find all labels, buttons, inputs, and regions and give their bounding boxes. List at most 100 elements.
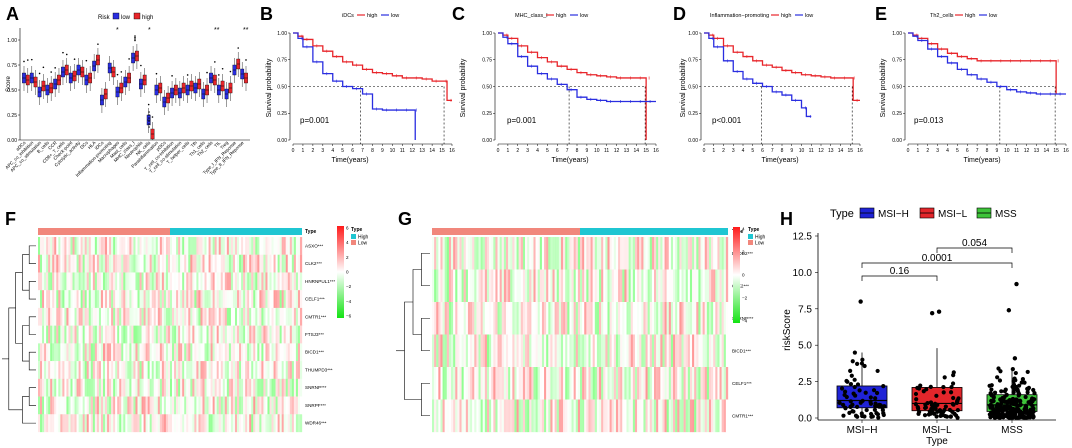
- heat-cell: [196, 254, 199, 273]
- heat-cell: [145, 290, 148, 309]
- heat-cell: [457, 334, 460, 368]
- heat-cell: [123, 396, 126, 415]
- heat-cell: [698, 399, 701, 433]
- heat-cell: [94, 378, 98, 397]
- outlier: [134, 39, 136, 42]
- heat-cell: [685, 269, 688, 303]
- km-legend-high: high: [367, 13, 377, 19]
- heat-cell: [151, 290, 154, 309]
- comparison-pvalue: 0.054: [962, 238, 987, 249]
- heat-cell: [624, 334, 627, 368]
- heat-cell: [271, 378, 274, 397]
- heat-cell: [265, 325, 268, 344]
- heat-cell: [550, 302, 553, 335]
- heat-cell: [123, 325, 126, 344]
- heat-cell: [658, 334, 661, 368]
- km-x-tick-label: 5: [546, 148, 549, 154]
- heat-cell: [115, 396, 118, 415]
- heat-cell: [470, 334, 473, 368]
- data-point: [1012, 402, 1017, 407]
- heat-cell: [234, 272, 238, 291]
- heat-cell: [432, 302, 435, 335]
- heat-cell: [194, 396, 197, 415]
- heat-cell: [84, 237, 87, 255]
- gene-label: THUMPD3***: [305, 367, 333, 372]
- km-x-tick-label: 8: [781, 148, 784, 154]
- heat-cell: [287, 325, 290, 344]
- heat-cell: [90, 343, 93, 362]
- heat-cell: [165, 378, 169, 397]
- heat-cell: [255, 361, 258, 379]
- heat-cell: [214, 307, 217, 326]
- heat-cell: [512, 334, 515, 368]
- heat-cell: [44, 343, 47, 362]
- heat-cell: [706, 367, 710, 400]
- heat-cell: [230, 343, 234, 362]
- heat-cell: [212, 254, 215, 273]
- km-x-tick-label: 1: [506, 148, 509, 154]
- heat-cell: [109, 343, 112, 362]
- heat-cell: [255, 254, 258, 273]
- heat-cell: [48, 414, 51, 433]
- heat-cell: [448, 334, 452, 368]
- heat-cell: [44, 325, 47, 344]
- heat-cell: [269, 307, 272, 326]
- heat-cell: [200, 237, 203, 255]
- heat-cell: [649, 302, 653, 335]
- heat-cell: [670, 399, 674, 433]
- km-legend-low: low: [580, 13, 588, 19]
- heat-cell: [503, 269, 507, 303]
- heat-cell: [704, 237, 708, 270]
- heat-cell: [159, 325, 163, 344]
- heat-cell: [291, 414, 295, 433]
- outlier: [30, 58, 33, 61]
- heat-cell: [82, 290, 85, 309]
- heat-cell: [151, 307, 154, 326]
- heat-cell: [285, 307, 288, 326]
- heat-cell: [133, 361, 136, 379]
- heat-cell: [186, 414, 189, 433]
- heat-cell: [125, 325, 128, 344]
- heat-cell: [245, 325, 248, 344]
- heat-cell: [541, 269, 545, 303]
- heat-cell: [582, 302, 585, 335]
- outlier: [218, 74, 220, 76]
- heat-cell: [62, 343, 65, 362]
- heat-cell: [544, 302, 547, 335]
- heat-cell: [539, 269, 543, 303]
- outlier: [148, 114, 150, 116]
- heat-cell: [76, 325, 79, 344]
- heat-cell: [161, 307, 165, 326]
- data-point: [871, 388, 877, 393]
- panel-c: C MHC_class_I high low Survival probabil…: [452, 4, 589, 164]
- heat-cell: [497, 269, 500, 303]
- heat-cell: [111, 396, 114, 415]
- heat-cell: [677, 302, 680, 335]
- heat-cell: [151, 361, 154, 379]
- heat-cell: [111, 290, 114, 309]
- heat-cell: [281, 254, 284, 273]
- heat-cell: [518, 237, 521, 270]
- data-point: [855, 382, 861, 387]
- heat-cell: [62, 325, 65, 344]
- heat-cell: [188, 343, 191, 362]
- heat-cell: [113, 272, 116, 291]
- heat-cell: [518, 334, 521, 368]
- heat-cell: [295, 414, 299, 433]
- data-point: [994, 410, 1000, 415]
- heat-cell: [151, 272, 154, 291]
- heat-cell: [239, 414, 242, 433]
- heat-cell: [706, 269, 710, 303]
- heat-cell: [157, 325, 160, 344]
- heat-cell: [239, 396, 242, 415]
- heat-cell: [76, 396, 79, 415]
- heat-cell: [715, 367, 718, 400]
- panel-e: E Th2_cells high low Survival probabilit…: [875, 4, 1001, 164]
- heat-cell: [62, 254, 65, 273]
- km-y-tick-label: 0.00: [482, 138, 492, 144]
- heat-cell: [626, 367, 629, 400]
- heat-cell: [586, 367, 589, 400]
- heat-cell: [80, 378, 83, 397]
- heat-cell: [577, 399, 581, 433]
- heat-cell: [605, 399, 608, 433]
